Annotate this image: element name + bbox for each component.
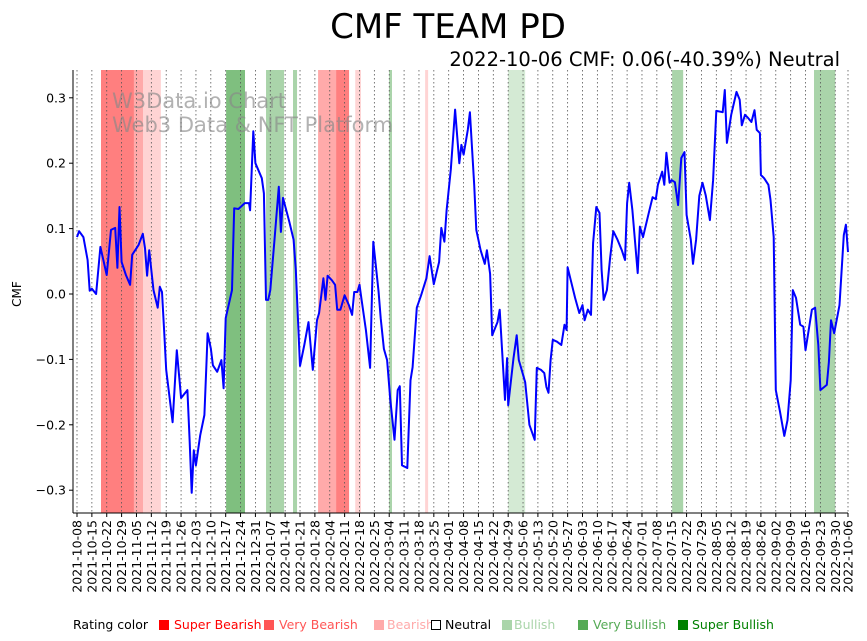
legend-title: Rating color [73, 617, 149, 632]
x-tick-label: 2022-09-30 [828, 520, 843, 593]
x-tick-label: 2022-07-15 [664, 520, 679, 593]
rating-band-very-bullish [672, 70, 684, 513]
x-tick-label: 2022-02-11 [337, 520, 352, 593]
x-tick-label: 2021-12-03 [188, 520, 203, 593]
x-tick-label: 2022-05-20 [545, 520, 560, 593]
x-tick-label: 2022-09-09 [783, 520, 798, 593]
rating-band-bearish [143, 70, 161, 513]
x-tick-label: 2022-03-18 [411, 520, 426, 593]
x-tick-label: 2022-09-16 [798, 520, 813, 593]
x-tick-label: 2022-03-11 [397, 520, 412, 593]
x-tick-label: 2022-05-06 [516, 520, 531, 593]
legend-swatch-very-bearish [264, 620, 274, 630]
x-tick-label: 2022-07-29 [694, 520, 709, 593]
legend-swatch-bullish [502, 620, 512, 630]
rating-band-super-bearish [336, 70, 350, 513]
legend-swatch-bearish [374, 620, 384, 630]
y-tick-label: 0.0 [46, 287, 66, 302]
x-tick-label: 2022-01-14 [278, 520, 293, 593]
legend-swatch-neutral [431, 620, 441, 630]
x-tick-label: 2022-06-17 [605, 520, 620, 593]
chart-title: CMF TEAM PD [330, 7, 566, 47]
x-tick-label: 2021-11-12 [144, 520, 159, 593]
x-tick-label: 2022-05-27 [560, 520, 575, 593]
y-tick-label: 0.1 [46, 221, 66, 236]
legend-label-very-bearish: Very Bearish [279, 617, 358, 632]
x-tick-label: 2022-04-22 [486, 520, 501, 593]
x-tick-label: 2022-01-21 [293, 520, 308, 593]
watermark-line-1: W3Data.io Chart [112, 89, 286, 113]
x-tick-label: 2022-02-25 [367, 520, 382, 593]
legend: Rating color Super Bearish Very Bearish Be… [0, 617, 867, 633]
legend-label-bearish: Bearish [387, 617, 434, 632]
rating-band-bearish [425, 70, 429, 513]
x-tick-label: 2021-12-31 [248, 520, 263, 593]
cmf-series [76, 89, 849, 494]
x-tick-label: 2022-09-02 [768, 520, 783, 593]
x-tick-label: 2022-08-05 [709, 520, 724, 593]
x-tick-label: 2021-12-24 [233, 520, 248, 593]
rating-band-very-bullish [293, 70, 298, 513]
x-tick-label: 2021-10-29 [114, 520, 129, 593]
y-tick-label: −0.2 [36, 417, 66, 432]
rating-band-bullish [508, 70, 526, 513]
x-tick-label: 2022-08-26 [753, 520, 768, 593]
x-tick-label: 2022-04-29 [501, 520, 516, 593]
x-tick-label: 2022-08-12 [724, 520, 739, 593]
x-tick-label: 2021-11-05 [129, 520, 144, 593]
x-tick-label: 2022-06-10 [590, 520, 605, 593]
legend-label-bullish: Bullish [514, 617, 556, 632]
rating-band-very-bullish [389, 70, 392, 513]
rating-band-very-bullish [814, 70, 836, 513]
x-tick-label: 2021-10-22 [99, 520, 114, 593]
x-tick-label: 2022-03-04 [382, 520, 397, 593]
x-tick-label: 2022-07-01 [634, 520, 649, 593]
legend-label-neutral: Neutral [445, 617, 492, 632]
y-tick-label: −0.3 [36, 483, 66, 498]
axes: 2021-10-08 2021-10-15 2021-10-22 2021-10-29… [36, 70, 856, 593]
x-tick-label: 2022-04-08 [456, 520, 471, 593]
y-tick-label: 0.2 [46, 156, 66, 171]
legend-label-super-bullish: Super Bullish [692, 617, 774, 632]
x-tick-label: 2022-04-15 [471, 520, 486, 593]
rating-band-very-bearish [133, 70, 144, 513]
x-tick-label: 2022-07-08 [649, 520, 664, 593]
x-tick-label: 2021-10-15 [84, 520, 99, 593]
x-tick-label: 2022-02-04 [322, 520, 337, 593]
y-tick-label: −0.1 [36, 352, 66, 367]
x-tick-label: 2022-04-01 [441, 520, 456, 593]
y-tick-label: 0.3 [46, 90, 66, 105]
x-tick-label: 2022-05-13 [530, 520, 545, 593]
y-axis-label: CMF [10, 281, 24, 307]
x-tick-label: 2022-03-25 [426, 520, 441, 593]
legend-swatch-very-bullish [578, 620, 588, 630]
x-tick-label: 2022-10-06 [841, 520, 856, 593]
legend-label-very-bullish: Very Bullish [593, 617, 667, 632]
x-tick-label: 2021-11-19 [159, 520, 174, 593]
x-tick-label: 2022-09-23 [813, 520, 828, 593]
x-tick-label: 2021-12-17 [218, 520, 233, 593]
x-tick-label: 2022-02-18 [352, 520, 367, 593]
x-tick-label: 2022-08-19 [739, 520, 754, 593]
x-tick-label: 2022-01-07 [263, 520, 278, 593]
x-tick-label: 2021-12-10 [203, 520, 218, 593]
legend-swatch-super-bullish [678, 620, 688, 630]
x-tick-label: 2021-10-08 [70, 520, 85, 593]
cmf-line [76, 89, 849, 494]
x-tick-label: 2022-07-22 [679, 520, 694, 593]
x-tick-label: 2021-11-26 [174, 520, 189, 593]
x-tick-label: 2022-06-24 [620, 520, 635, 593]
rating-bands [101, 70, 836, 513]
x-tick-label: 2022-01-28 [307, 520, 322, 593]
legend-label-super-bearish: Super Bearish [174, 617, 262, 632]
legend-swatch-super-bearish [159, 620, 169, 630]
x-tick-label: 2022-06-03 [575, 520, 590, 593]
chart-subtitle: 2022-10-06 CMF: 0.06(-40.39%) Neutral [449, 48, 840, 71]
